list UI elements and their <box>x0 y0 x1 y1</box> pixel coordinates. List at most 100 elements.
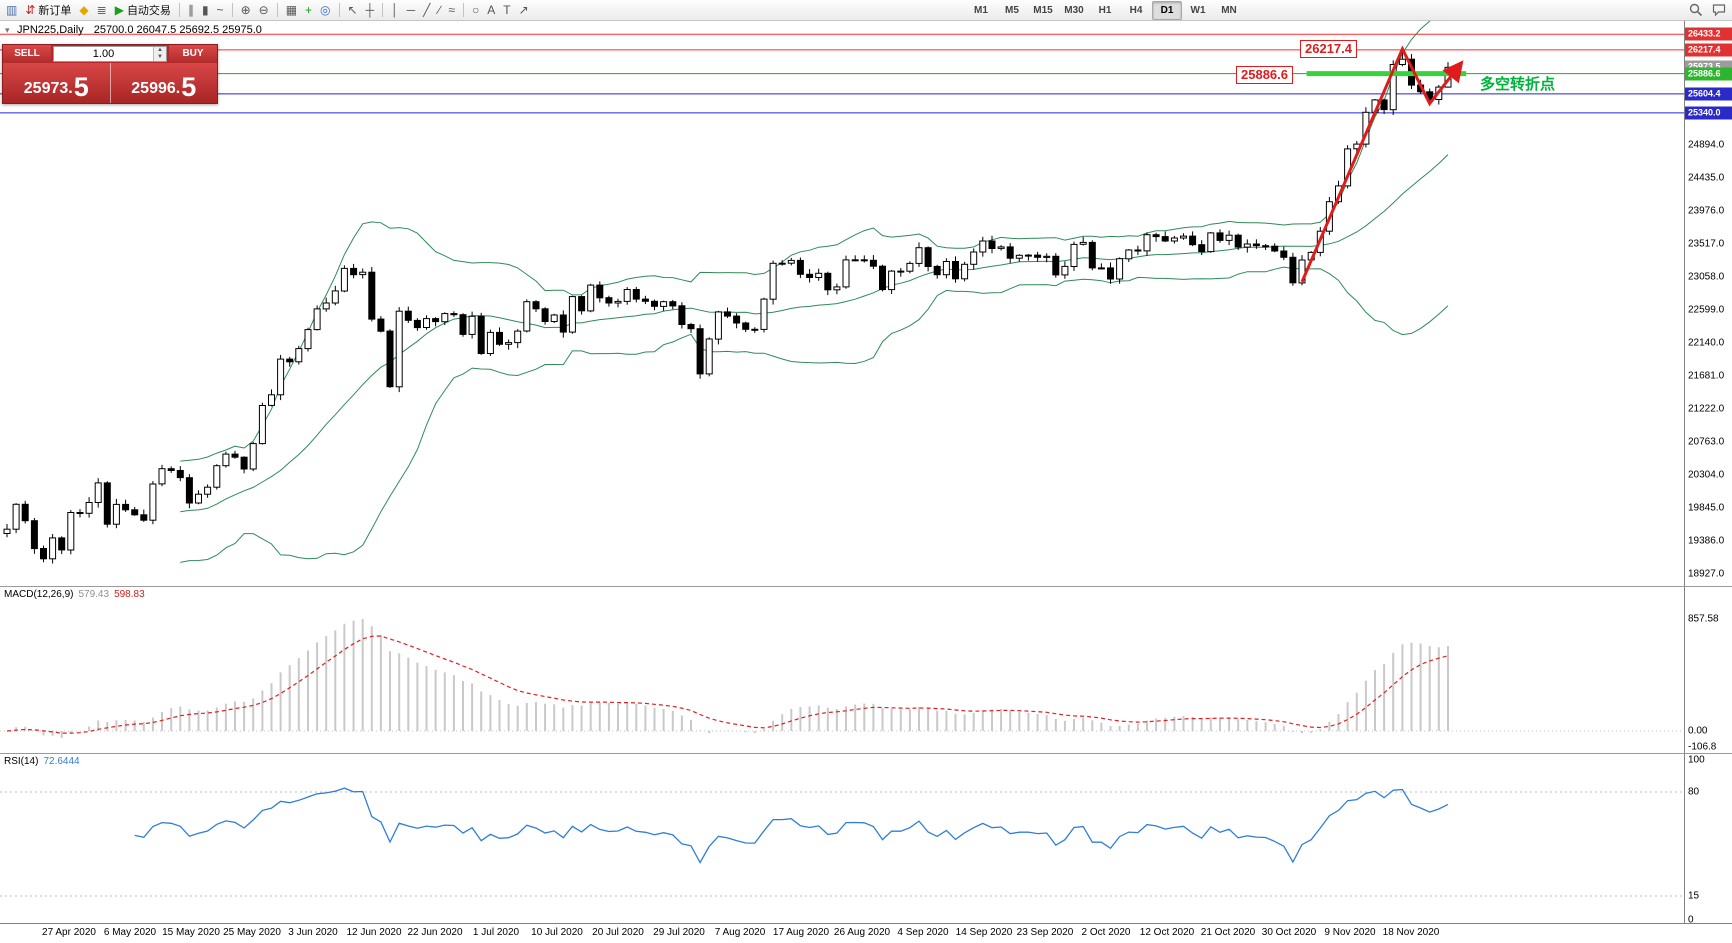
price-tick: 20763.0 <box>1688 436 1725 448</box>
objects-button[interactable]: ◎ <box>317 2 333 19</box>
order-panel-top-row: SELL 1.00 ▲ ▼ BUY <box>3 45 217 63</box>
timeframe-m30-button[interactable]: M30 <box>1064 5 1084 16</box>
new-order-button[interactable]: ⇵ 新订单 <box>22 2 74 19</box>
buy-button[interactable]: BUY <box>169 45 217 63</box>
macd-signal-value: 598.83 <box>114 589 145 600</box>
timeframe-toolbar: M1 M5 M15 M30 H1 H4 D1 W1 MN <box>966 1 1245 20</box>
price-tag: 25340.0 <box>1685 106 1732 120</box>
horizontal-line-icon: ─ <box>406 2 416 17</box>
new-order-label: 新订单 <box>38 5 72 17</box>
line-chart-button[interactable]: ~ <box>214 2 227 19</box>
date-label: 27 Apr 2020 <box>42 927 96 938</box>
timeframe-m5-button[interactable]: M5 <box>1005 5 1019 16</box>
rsi-pane-separator[interactable] <box>0 753 1732 757</box>
metaeditor-icon: ◆ <box>79 2 89 17</box>
price-tick: 21681.0 <box>1688 370 1725 382</box>
toolbar: ▥ ⇵ 新订单 ◆ ≣ ▶ 自动交易 ∥ ▮ ~ ⊕ ⊖ ▦ + ◎ ↖ ┼ │ ─ ╱ ∕ ≈ ○ A T ↗ M1 M5 M15 M… <box>0 0 1732 21</box>
price-tick: 23058.0 <box>1688 271 1725 283</box>
date-label: 23 Sep 2020 <box>1016 927 1074 938</box>
sell-button[interactable]: SELL <box>3 45 51 63</box>
text-label-icon: T <box>503 2 511 17</box>
timeframe-m1-button[interactable]: M1 <box>974 5 988 16</box>
timeframe-h1-button[interactable]: H1 <box>1098 5 1112 16</box>
zoom-in-button[interactable]: ⊕ <box>238 2 254 19</box>
macd-pane-separator[interactable] <box>0 586 1732 590</box>
resistance-price-label[interactable]: 26217.4 <box>1300 40 1357 58</box>
cursor-button[interactable]: ↖ <box>345 2 361 19</box>
date-label: 7 Aug 2020 <box>714 927 766 938</box>
toolbar-separator <box>382 3 384 17</box>
arrow-objects-icon: ↗ <box>518 2 529 17</box>
order-panel-prices: 25973. 5 25996. 5 <box>3 63 217 103</box>
timeframe-m15-button[interactable]: M15 <box>1033 5 1053 16</box>
price-tick: 23517.0 <box>1688 238 1725 250</box>
buy-price-button[interactable]: 25996. 5 <box>110 63 217 103</box>
date-label: 17 Aug 2020 <box>772 927 830 938</box>
bar-chart-button[interactable]: ∥ <box>185 2 197 19</box>
crosshair-button[interactable]: ┼ <box>363 2 378 19</box>
text-icon: A <box>487 2 496 17</box>
zoom-out-button[interactable]: ⊖ <box>256 2 272 19</box>
tile-windows-icon: ▦ <box>285 2 298 17</box>
volume-field[interactable]: 1.00 ▲ ▼ <box>53 46 167 62</box>
tile-windows-button[interactable]: ▦ <box>283 2 300 19</box>
timeframe-d1-button[interactable]: D1 <box>1152 1 1182 20</box>
sell-price-big-digit: 5 <box>73 72 89 102</box>
date-label: 3 Jun 2020 <box>288 927 338 938</box>
rsi-axis-tick: 80 <box>1688 786 1700 798</box>
rsi-name: RSI(14) <box>4 756 39 767</box>
indicators-button[interactable]: + <box>302 2 315 19</box>
date-label: 18 Nov 2020 <box>1382 927 1440 938</box>
timeframe-w1-button[interactable]: W1 <box>1190 5 1206 16</box>
date-label: 14 Sep 2020 <box>955 927 1013 938</box>
date-label: 26 Aug 2020 <box>833 927 891 938</box>
time-axis[interactable]: 27 Apr 2020 6 May 2020 15 May 2020 25 May 2… <box>0 923 1732 943</box>
arrow-objects-button[interactable]: ↗ <box>516 2 532 19</box>
volume-value[interactable]: 1.00 <box>92 48 115 60</box>
bar-chart-icon: ∥ <box>187 2 194 17</box>
turning-point-note[interactable]: 多空转折点 <box>1480 76 1556 93</box>
autotrading-button[interactable]: ▶ 自动交易 <box>112 2 174 19</box>
toolbar-separator <box>276 3 278 17</box>
channel-icon: ∕ <box>438 2 441 17</box>
text-button[interactable]: A <box>484 2 498 19</box>
price-tick: 22140.0 <box>1688 337 1725 349</box>
trendline-button[interactable]: ╱ <box>420 2 433 19</box>
price-tick: 19386.0 <box>1688 535 1725 547</box>
sell-price: 25973. <box>23 80 73 97</box>
horizontal-line-button[interactable]: ─ <box>404 2 419 19</box>
autotrading-label: 自动交易 <box>126 5 171 17</box>
metaeditor-button[interactable]: ◆ <box>76 2 91 19</box>
new-order-icon: ⇵ <box>25 2 36 17</box>
zoom-out-icon: ⊖ <box>258 2 269 17</box>
price-tick: 24894.0 <box>1688 139 1725 151</box>
shapes-button[interactable]: ○ <box>469 2 482 19</box>
channel-button[interactable]: ∕ <box>435 2 443 19</box>
date-label: 21 Oct 2020 <box>1200 927 1256 938</box>
search-icon[interactable] <box>1688 2 1704 18</box>
rsi-axis-tick: 0 <box>1688 914 1694 926</box>
price-axis[interactable]: 24894.0 24435.0 23976.0 23517.0 23058.0 22599… <box>1684 20 1732 926</box>
fibonacci-icon: ≈ <box>448 2 455 17</box>
new-chart-button[interactable]: ▥ <box>3 2 20 19</box>
toolbar-separator <box>338 3 340 17</box>
candlestick-chart-button[interactable]: ▮ <box>199 2 212 19</box>
macd-axis-tick: -106.8 <box>1688 741 1717 753</box>
support-price-label[interactable]: 25886.6 <box>1236 66 1293 84</box>
vertical-line-button[interactable]: │ <box>388 2 402 19</box>
one-click-panel-toggle-icon[interactable]: ▾ <box>5 25 10 35</box>
sell-price-button[interactable]: 25973. 5 <box>3 63 111 103</box>
volume-increase-icon[interactable]: ▲ <box>154 47 166 54</box>
date-label: 29 Jul 2020 <box>653 927 705 938</box>
timeframe-mn-button[interactable]: MN <box>1221 5 1237 16</box>
indicators-icon: + <box>305 2 313 17</box>
market-watch-button[interactable]: ≣ <box>94 2 110 19</box>
fibonacci-button[interactable]: ≈ <box>445 2 458 19</box>
timeframe-h4-button[interactable]: H4 <box>1129 5 1143 16</box>
text-label-button[interactable]: T <box>500 2 513 19</box>
chat-icon[interactable] <box>1711 2 1727 18</box>
volume-decrease-icon[interactable]: ▼ <box>154 54 166 61</box>
date-label: 20 Jul 2020 <box>592 927 644 938</box>
chart-symbol-header: JPN225,Daily 25700.0 26047.5 25692.5 259… <box>17 24 262 36</box>
